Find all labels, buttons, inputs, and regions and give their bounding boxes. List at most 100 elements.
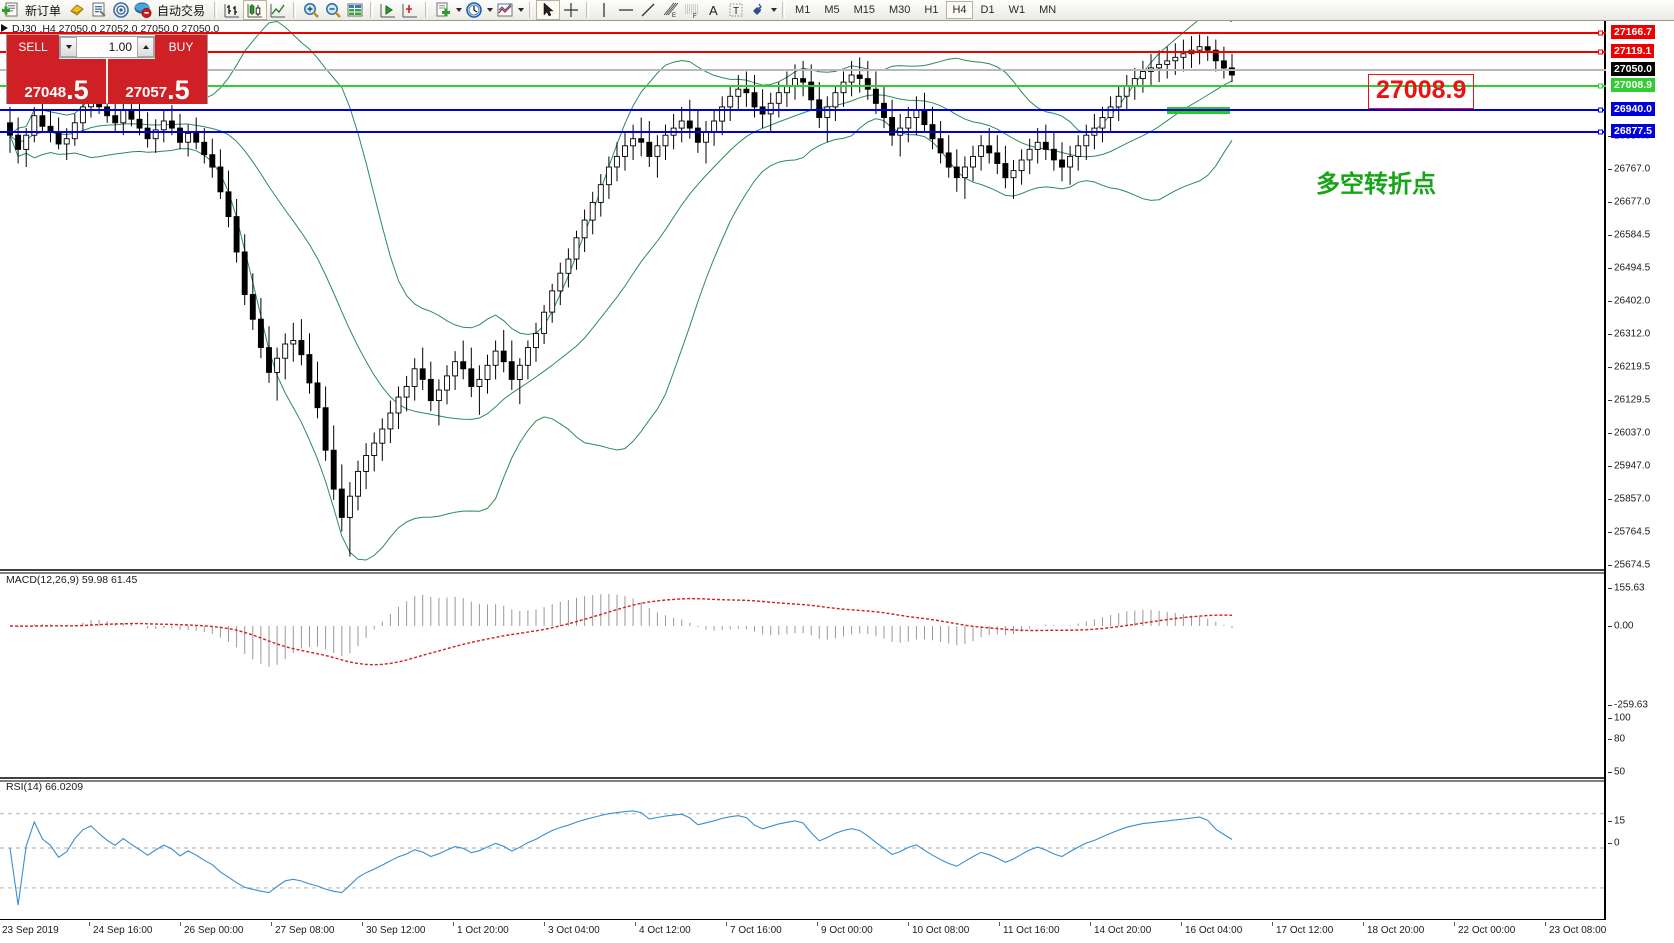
axis-tick-label: 26037.0 [1614,427,1651,439]
new-order-label: 新订单 [25,3,62,18]
autotrading-button[interactable]: 自动交易 [132,0,210,20]
expert-advisors-button[interactable] [66,0,88,20]
timeframe-m30[interactable]: M30 [889,4,911,16]
candle-body [711,120,718,133]
price-level-line[interactable] [0,85,1606,87]
time-axis-label: 10 Oct 08:00 [912,925,970,936]
equidistant-channel-button[interactable]: F [681,0,703,20]
price-level-line[interactable] [0,32,1606,34]
candle-body [217,166,224,193]
crosshair-button[interactable] [560,0,582,20]
candle-body [549,290,556,313]
indicators-dropdown-arrow[interactable] [516,2,525,18]
fibo-button[interactable]: E [659,0,681,20]
price-level-handle[interactable] [1598,129,1603,135]
template-button[interactable] [432,0,454,20]
navigator-button[interactable] [110,0,132,20]
price-level-line[interactable] [0,109,1606,111]
timeframe-d1[interactable]: D1 [980,4,995,16]
chart-area[interactable]: DJ30 ,H4 27050.0 27052.0 27050.0 27050.0… [0,21,1674,943]
price-level-line[interactable] [0,131,1606,133]
time-axis-label: 7 Oct 16:00 [730,925,782,936]
candle-body [1228,67,1235,76]
timeframe-w1[interactable]: W1 [1008,4,1026,16]
zoom-in-button[interactable] [300,0,322,20]
time-axis-label: 22 Oct 00:00 [1458,925,1516,936]
buy-price[interactable]: 27057 .5 [108,59,207,104]
price-level-line[interactable] [0,69,1606,71]
timeframe-m1[interactable]: M1 [795,4,811,16]
chart-shift-button[interactable] [399,0,421,20]
candle-body [23,134,30,150]
timeframe-mn[interactable]: MN [1039,4,1057,16]
candle-body [71,122,78,140]
svg-text:T: T [733,6,739,17]
price-level-handle[interactable] [1598,30,1603,36]
candle-body [832,92,839,108]
sell-price[interactable]: 27048 .5 [7,59,106,104]
time-axis[interactable]: 23 Sep 2019 24 Sep 16:00 26 Sep 00:00 27 Se… [0,922,1606,943]
volume-increase-icon[interactable] [137,37,154,57]
text-object-button[interactable]: T [725,0,747,20]
text-label-button[interactable]: A [703,0,725,20]
shapes-button[interactable] [747,0,769,20]
volume-value[interactable]: 1.00 [77,37,137,57]
price-axis[interactable]: 26857.026767.026677.026584.526494.526402… [1608,21,1674,920]
buy-button[interactable]: BUY [155,35,207,59]
candle-body [15,134,22,150]
candle-body [419,368,426,380]
candle-body [735,88,742,97]
indicators-button[interactable] [494,0,516,20]
candle-body [249,294,256,320]
period-button[interactable] [463,0,485,20]
period-dropdown-arrow[interactable] [485,2,494,18]
shapes-dropdown-arrow[interactable] [769,2,778,18]
candle-body [63,138,70,145]
market-watch-icon [346,1,364,19]
toolbar-separator [586,2,590,18]
candlestick-chart-button[interactable] [243,0,268,20]
annotation-chinese-note: 多空转折点 [1316,171,1436,198]
time-axis-label: 26 Sep 00:00 [184,925,244,936]
new-order-button[interactable]: 新订单 [0,0,66,20]
candle-body [460,361,467,370]
cursor-button[interactable] [536,0,561,20]
price-level-handle[interactable] [1598,107,1603,113]
bollinger-lower-band [9,118,1233,561]
zoom-out-button[interactable] [322,0,344,20]
timeframe-h4[interactable]: H4 [946,1,973,19]
market-watch-button[interactable] [344,0,366,20]
time-axis-label: 3 Oct 04:00 [548,925,600,936]
price-level-handle[interactable] [1598,49,1603,55]
volume-stepper[interactable]: 1.00 [59,36,155,58]
price-level-line[interactable] [0,51,1606,53]
annotation-price-box: 27008.9 [1368,74,1475,109]
candle-body [290,340,297,345]
vertical-line-button[interactable] [593,0,615,20]
time-axis-tick [635,922,636,926]
candle-body [694,127,701,143]
horizontal-line-button[interactable] [615,0,637,20]
auto-scroll-button[interactable] [377,0,399,20]
trade-panel-top-row: SELL 1.00 BUY [7,35,207,59]
template-dropdown-arrow[interactable] [454,2,463,18]
price-tag: 26877.5 [1611,124,1655,138]
data-window-button[interactable] [88,0,110,20]
line-chart-button[interactable] [267,0,289,20]
volume-decrease-icon[interactable] [60,37,77,57]
time-axis-tick [89,922,90,926]
timeframe-m5[interactable]: M5 [824,4,840,16]
bar-chart-button[interactable] [221,0,243,20]
candle-body [961,166,968,179]
trendline-button[interactable] [637,0,659,20]
candle-body [427,378,434,402]
one-click-trading-panel[interactable]: SELL 1.00 BUY 27048 .5 27057 .5 [6,34,208,104]
timeframe-h1[interactable]: H1 [924,4,939,16]
price-level-handle[interactable] [1598,83,1603,89]
sell-button[interactable]: SELL [7,35,59,59]
axis-tick-label: 26584.5 [1614,229,1651,241]
candle-body [1099,117,1106,129]
timeframe-m15[interactable]: M15 [853,4,875,16]
line-chart-icon [269,1,287,19]
candle-body [541,311,548,334]
